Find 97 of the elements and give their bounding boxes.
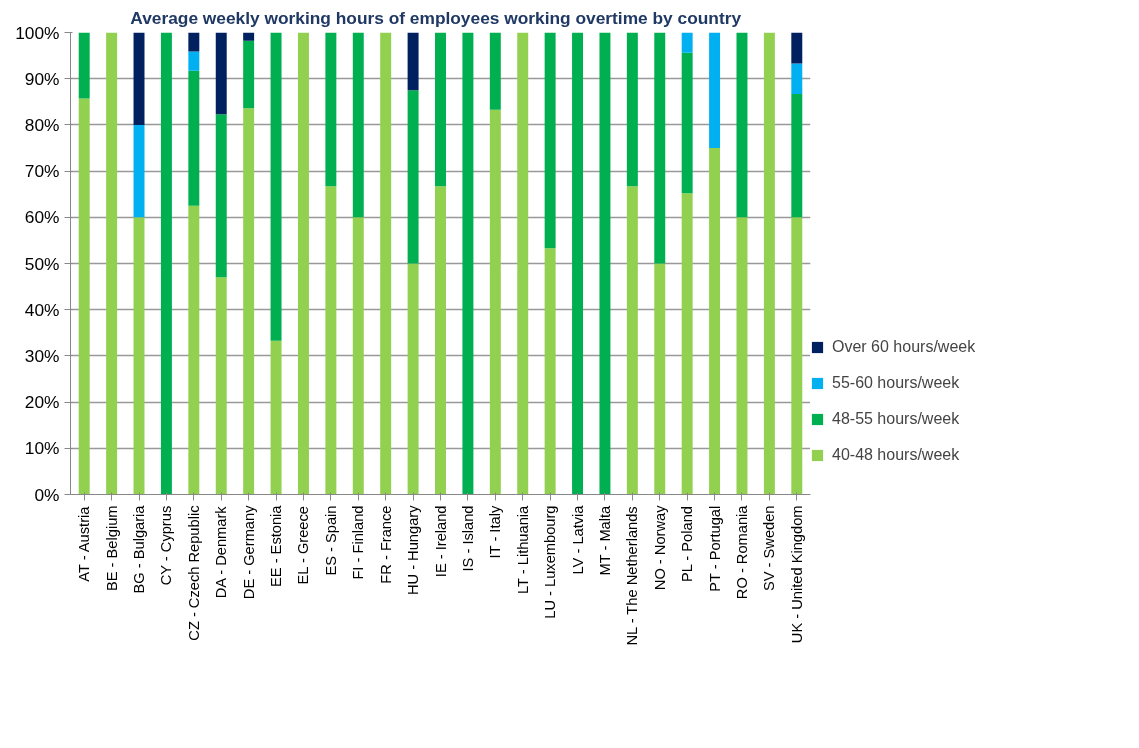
x-tick-label: DE - Germany <box>240 504 257 600</box>
x-tick-label: LT - Lithuania <box>514 504 531 595</box>
x-tick-label: IS - Island <box>459 505 476 572</box>
bar <box>243 108 255 495</box>
x-tick-label: UK - United Kingdom <box>788 505 805 644</box>
bar <box>791 32 803 64</box>
y-tick-label: 100% <box>15 22 60 43</box>
bar <box>188 205 200 495</box>
bar <box>572 32 584 495</box>
legend-label: Over 60 hours/week <box>832 338 976 356</box>
bar <box>270 32 282 341</box>
bar <box>654 32 666 264</box>
bar <box>654 263 666 495</box>
bar <box>133 124 145 218</box>
bar <box>325 32 337 187</box>
x-tick-label: LV - Latvia <box>569 504 586 575</box>
bar <box>599 32 611 495</box>
bar <box>736 217 748 495</box>
legend-label: 55-60 hours/week <box>832 374 960 392</box>
bar <box>791 217 803 495</box>
bar <box>352 32 364 218</box>
x-tick-label: BE - Belgium <box>103 505 120 592</box>
x-tick-label: ES - Spain <box>322 505 339 576</box>
chart-title: Average weekly working hours of employees working overtime by country <box>130 7 742 28</box>
bar <box>681 32 693 53</box>
y-tick-label: 90% <box>24 68 60 89</box>
x-tick-label: IE - Ireland <box>432 505 449 578</box>
legend-label: 48-55 hours/week <box>832 410 960 428</box>
bar <box>489 32 501 110</box>
bar <box>325 186 337 495</box>
bar <box>626 186 638 495</box>
y-tick-label: 0% <box>34 484 60 505</box>
bar <box>352 217 364 495</box>
bar <box>160 32 172 495</box>
y-tick-label: 10% <box>24 438 60 459</box>
x-tick-label: CZ - Czech Republic <box>185 505 202 641</box>
bar <box>380 32 392 495</box>
x-tick-label: MT - Malta <box>596 504 613 576</box>
y-tick-label: 80% <box>24 114 60 135</box>
bar <box>435 32 446 187</box>
x-tick-label: FI - Finland <box>350 505 367 580</box>
x-tick-label: BG - Bulgaria <box>131 504 148 594</box>
bar <box>709 148 721 495</box>
bar <box>544 32 556 249</box>
bar <box>517 32 529 495</box>
bar <box>709 32 721 148</box>
bar <box>407 90 419 264</box>
x-tick-label: CY - Cyprus <box>158 505 175 586</box>
bar <box>681 193 693 495</box>
y-tick-label: 60% <box>24 207 60 228</box>
bar <box>681 52 693 194</box>
bar <box>791 93 803 218</box>
x-tick-label: FR - France <box>377 505 394 584</box>
bar <box>435 186 446 495</box>
x-tick-label: EL - Greece <box>295 506 312 585</box>
y-tick-label: 30% <box>24 345 60 366</box>
x-tick-label: EE - Estonia <box>268 504 285 587</box>
legend-label: 40-48 hours/week <box>832 446 960 464</box>
bar <box>106 32 118 495</box>
bar <box>489 109 501 495</box>
y-tick-label: 50% <box>24 253 60 274</box>
bar <box>736 32 748 218</box>
bar <box>215 114 227 278</box>
bar <box>270 340 282 495</box>
bar <box>78 32 90 99</box>
x-tick-label: DA - Denmark <box>213 505 230 599</box>
x-tick-label: NO - Norway <box>651 504 668 591</box>
bar <box>215 277 227 495</box>
x-tick-label: RO - Romania <box>733 504 750 600</box>
bar <box>407 263 419 495</box>
bar <box>133 32 145 125</box>
bar <box>791 63 803 94</box>
bar <box>243 40 255 109</box>
bar <box>133 217 145 495</box>
x-tick-label: PT - Portugal <box>706 505 723 592</box>
bar <box>544 248 556 495</box>
y-tick-label: 40% <box>24 299 60 320</box>
bar <box>297 32 309 495</box>
bar <box>78 98 90 495</box>
x-tick-label: AT - Austria <box>76 505 93 582</box>
bar <box>763 32 775 495</box>
y-tick-label: 70% <box>24 161 60 182</box>
bar <box>626 32 638 187</box>
bar <box>188 70 200 206</box>
bar <box>407 32 419 91</box>
bar <box>188 32 200 52</box>
x-tick-label: HU - Hungary <box>405 504 422 596</box>
y-tick-label: 20% <box>24 392 60 413</box>
x-tick-label: IT - Italy <box>487 505 504 559</box>
x-tick-label: PL - Poland <box>679 506 696 583</box>
bar <box>243 32 255 41</box>
x-tick-label: SV - Sweden <box>761 505 778 592</box>
x-tick-label: NL - The Netherlands <box>624 506 641 646</box>
bar <box>215 32 227 115</box>
x-tick-label: LU - Luxembourg <box>542 505 559 619</box>
bar <box>188 51 200 71</box>
bar <box>462 32 474 495</box>
